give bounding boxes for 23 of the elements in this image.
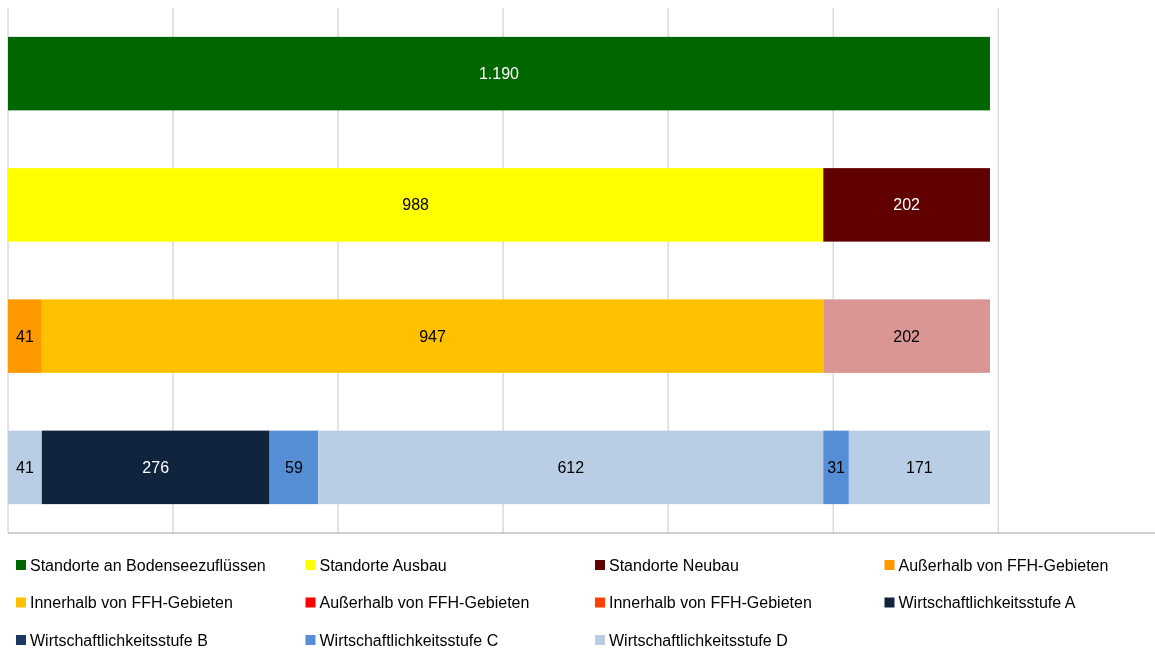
legend-label: Wirtschaftlichkeitsstufe C — [319, 631, 499, 649]
legend-label: Wirtschaftlichkeitsstufe B — [30, 631, 208, 649]
data-label: 988 — [402, 196, 430, 214]
data-label: 41 — [16, 458, 34, 476]
data-label: 59 — [285, 458, 303, 476]
legend-label: Standorte Neubau — [609, 556, 739, 574]
data-label: 31 — [827, 458, 846, 476]
data-label: 202 — [893, 327, 921, 345]
legend-label: Wirtschaftlichkeitsstufe A — [898, 594, 1076, 612]
data-label: 41 — [16, 327, 34, 345]
data-label: 1.190 — [478, 65, 520, 83]
legend-label: Außerhalb von FFH-Gebieten — [319, 594, 530, 612]
data-label: 612 — [557, 458, 585, 476]
legend-label: Innerhalb von FFH-Gebieten — [30, 594, 233, 612]
legend-label: Innerhalb von FFH-Gebieten — [609, 594, 812, 612]
legend-label: Außerhalb von FFH-Gebieten — [898, 556, 1109, 574]
data-label: 947 — [419, 327, 446, 345]
data-label: 276 — [142, 458, 170, 476]
legend-label: Wirtschaftlichkeitsstufe D — [609, 631, 788, 649]
legend-label: Standorte an Bodenseezuflüssen — [30, 556, 266, 574]
data-label: 202 — [893, 196, 921, 214]
legend-label: Standorte Ausbau — [319, 556, 447, 574]
data-label: 171 — [906, 458, 933, 476]
